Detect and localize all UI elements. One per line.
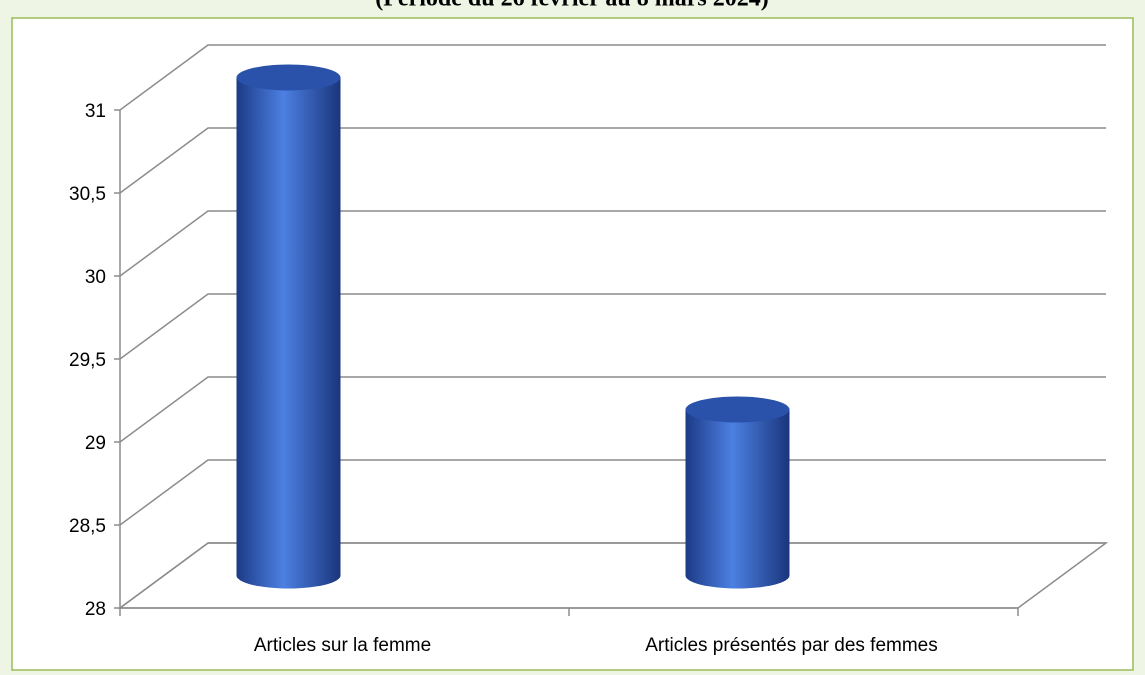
grid-line [119, 44, 1106, 111]
chart-title: (Période du 26 février au 8 mars 2024) [375, 0, 768, 12]
grid-line [119, 376, 1106, 443]
bar-top [685, 396, 790, 423]
y-tick-label: 30,5 [69, 184, 106, 205]
bar-body [685, 409, 790, 589]
y-tick-label: 29 [85, 433, 106, 454]
grid-line [119, 210, 1106, 277]
grid-line [119, 459, 1106, 526]
grid-line [119, 542, 1106, 609]
grid-line [119, 127, 1106, 194]
y-tick-label: 28 [85, 599, 106, 620]
y-tick-label: 30 [85, 267, 106, 288]
bar-top [236, 64, 341, 91]
y-tick-label: 28,5 [69, 516, 106, 537]
plot-frame [11, 17, 1134, 671]
y-tick-label: 31 [85, 101, 106, 122]
y-tick-label: 29,5 [69, 350, 106, 371]
x-tick-label: Articles sur la femme [254, 635, 431, 656]
bar-body [236, 77, 341, 589]
bar [685, 396, 790, 589]
grid-line [119, 293, 1106, 360]
bar [236, 64, 341, 589]
x-tick-label: Articles présentés par des femmes [645, 635, 938, 656]
